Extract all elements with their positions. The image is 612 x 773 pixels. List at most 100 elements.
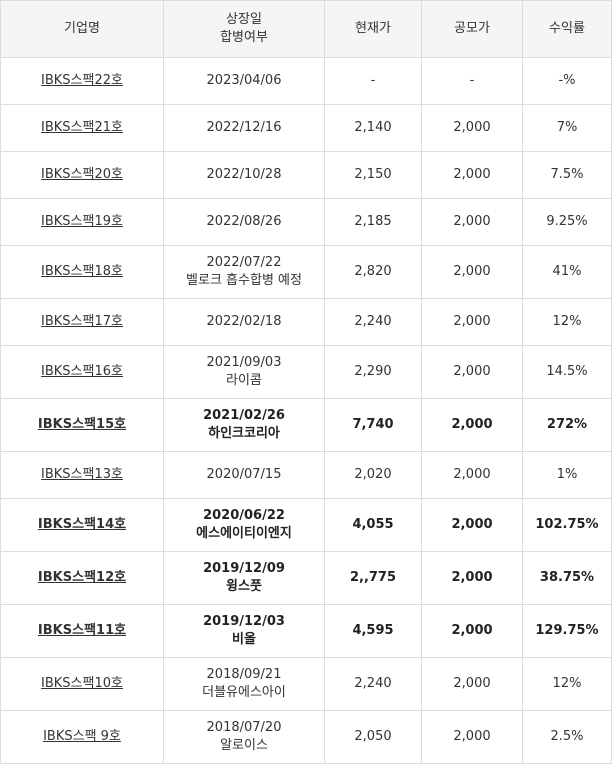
company-cell: IBKS스팩21호 xyxy=(0,104,164,152)
return-cell: 12% xyxy=(522,298,612,346)
current-price-cell: 2,,775 xyxy=(324,551,422,605)
table-row: IBKS스팩21호 2022/12/16 2,140 2,000 7% xyxy=(0,104,612,152)
current-price-cell: 2,290 xyxy=(324,345,422,399)
company-link[interactable]: IBKS스팩12호 xyxy=(37,570,127,585)
company-cell: IBKS스팩12호 xyxy=(0,551,164,605)
company-link[interactable]: IBKS스팩15호 xyxy=(37,417,127,432)
merger-target: 알로이스 xyxy=(220,738,268,753)
listing-cell: 2021/09/03 라이콤 xyxy=(163,345,325,399)
merger-target: 하인크코리아 xyxy=(208,426,280,441)
header-listing-line2: 합병여부 xyxy=(220,30,268,45)
company-cell: IBKS스팩10호 xyxy=(0,657,164,711)
listing-cell: 2022/12/16 xyxy=(163,104,325,152)
listing-cell: 2019/12/03 비올 xyxy=(163,604,325,658)
offer-price-cell: 2,000 xyxy=(421,245,523,299)
company-cell: IBKS스팩14호 xyxy=(0,498,164,552)
current-price-cell: 2,240 xyxy=(324,298,422,346)
company-link[interactable]: IBKS스팩11호 xyxy=(37,623,127,638)
company-link[interactable]: IBKS스팩 9호 xyxy=(43,729,121,744)
merger-target: 에스에이티이엔지 xyxy=(196,526,292,541)
table-row: IBKS스팩19호 2022/08/26 2,185 2,000 9.25% xyxy=(0,198,612,246)
header-listing-line1: 상장일 xyxy=(226,12,262,27)
offer-price-cell: 2,000 xyxy=(421,198,523,246)
company-link[interactable]: IBKS스팩21호 xyxy=(41,120,123,135)
listing-cell: 2019/12/09 윙스풋 xyxy=(163,551,325,605)
return-cell: 38.75% xyxy=(522,551,612,605)
return-cell: 7% xyxy=(522,104,612,152)
offer-price-cell: 2,000 xyxy=(421,498,523,552)
header-return: 수익률 xyxy=(522,0,612,58)
company-link[interactable]: IBKS스팩19호 xyxy=(41,214,123,229)
company-link[interactable]: IBKS스팩10호 xyxy=(41,676,123,691)
company-cell: IBKS스팩22호 xyxy=(0,57,164,105)
header-listing-date: 상장일 합병여부 xyxy=(163,0,325,58)
listing-date: 2018/07/20 xyxy=(206,720,282,735)
listing-date: 2022/02/18 xyxy=(206,314,282,329)
listing-date: 2022/12/16 xyxy=(206,120,282,135)
table-row: IBKS스팩20호 2022/10/28 2,150 2,000 7.5% xyxy=(0,151,612,199)
table-row: IBKS스팩14호 2020/06/22 에스에이티이엔지 4,055 2,000 102… xyxy=(0,498,612,552)
company-link[interactable]: IBKS스팩18호 xyxy=(41,264,123,279)
merger-target: 비올 xyxy=(232,632,256,647)
company-link[interactable]: IBKS스팩13호 xyxy=(41,467,123,482)
return-cell: 102.75% xyxy=(522,498,612,552)
listing-cell: 2020/06/22 에스에이티이엔지 xyxy=(163,498,325,552)
listing-cell: 2023/04/06 xyxy=(163,57,325,105)
table-row: IBKS스팩15호 2021/02/26 하인크코리아 7,740 2,000 272% xyxy=(0,398,612,452)
company-cell: IBKS스팩13호 xyxy=(0,451,164,499)
listing-date: 2022/08/26 xyxy=(206,214,282,229)
current-price-cell: - xyxy=(324,57,422,105)
listing-date: 2019/12/03 xyxy=(203,614,285,629)
listing-date: 2020/06/22 xyxy=(203,508,285,523)
offer-price-cell: 2,000 xyxy=(421,345,523,399)
return-cell: 272% xyxy=(522,398,612,452)
listing-date: 2021/09/03 xyxy=(206,355,282,370)
company-cell: IBKS스팩11호 xyxy=(0,604,164,658)
listing-cell: 2022/02/18 xyxy=(163,298,325,346)
return-cell: 1% xyxy=(522,451,612,499)
current-price-cell: 2,140 xyxy=(324,104,422,152)
company-cell: IBKS스팩20호 xyxy=(0,151,164,199)
current-price-cell: 2,020 xyxy=(324,451,422,499)
listing-date: 2018/09/21 xyxy=(206,667,282,682)
company-cell: IBKS스팩 9호 xyxy=(0,710,164,764)
current-price-cell: 7,740 xyxy=(324,398,422,452)
company-link[interactable]: IBKS스팩17호 xyxy=(41,314,123,329)
current-price-cell: 2,185 xyxy=(324,198,422,246)
return-cell: 14.5% xyxy=(522,345,612,399)
return-cell: 12% xyxy=(522,657,612,711)
listing-cell: 2022/08/26 xyxy=(163,198,325,246)
current-price-cell: 4,055 xyxy=(324,498,422,552)
company-cell: IBKS스팩17호 xyxy=(0,298,164,346)
merger-target: 윙스풋 xyxy=(226,579,262,594)
table-row: IBKS스팩12호 2019/12/09 윙스풋 2,,775 2,000 38.75% xyxy=(0,551,612,605)
table-row: IBKS스팩 9호 2018/07/20 알로이스 2,050 2,000 2.5% xyxy=(0,710,612,764)
header-offer-price: 공모가 xyxy=(421,0,523,58)
table-row: IBKS스팩13호 2020/07/15 2,020 2,000 1% xyxy=(0,451,612,499)
company-link[interactable]: IBKS스팩22호 xyxy=(41,73,123,88)
listing-cell: 2020/07/15 xyxy=(163,451,325,499)
listing-cell: 2022/07/22 벨로크 흡수합병 예정 xyxy=(163,245,325,299)
offer-price-cell: 2,000 xyxy=(421,657,523,711)
return-cell: 7.5% xyxy=(522,151,612,199)
current-price-cell: 2,050 xyxy=(324,710,422,764)
current-price-cell: 2,240 xyxy=(324,657,422,711)
merger-target: 더블유에스아이 xyxy=(202,685,286,700)
offer-price-cell: 2,000 xyxy=(421,551,523,605)
listing-cell: 2018/07/20 알로이스 xyxy=(163,710,325,764)
return-cell: 129.75% xyxy=(522,604,612,658)
company-cell: IBKS스팩16호 xyxy=(0,345,164,399)
company-cell: IBKS스팩15호 xyxy=(0,398,164,452)
company-link[interactable]: IBKS스팩16호 xyxy=(41,364,123,379)
offer-price-cell: - xyxy=(421,57,523,105)
listing-cell: 2022/10/28 xyxy=(163,151,325,199)
header-row: 기업명 상장일 합병여부 현재가 공모가 수익률 xyxy=(0,0,612,58)
company-link[interactable]: IBKS스팩14호 xyxy=(37,517,127,532)
company-link[interactable]: IBKS스팩20호 xyxy=(41,167,123,182)
current-price-cell: 4,595 xyxy=(324,604,422,658)
offer-price-cell: 2,000 xyxy=(421,604,523,658)
table-body: IBKS스팩22호 2023/04/06- - -% IBKS스팩21호 2022/12/… xyxy=(0,57,612,764)
offer-price-cell: 2,000 xyxy=(421,151,523,199)
header-company: 기업명 xyxy=(0,0,164,58)
